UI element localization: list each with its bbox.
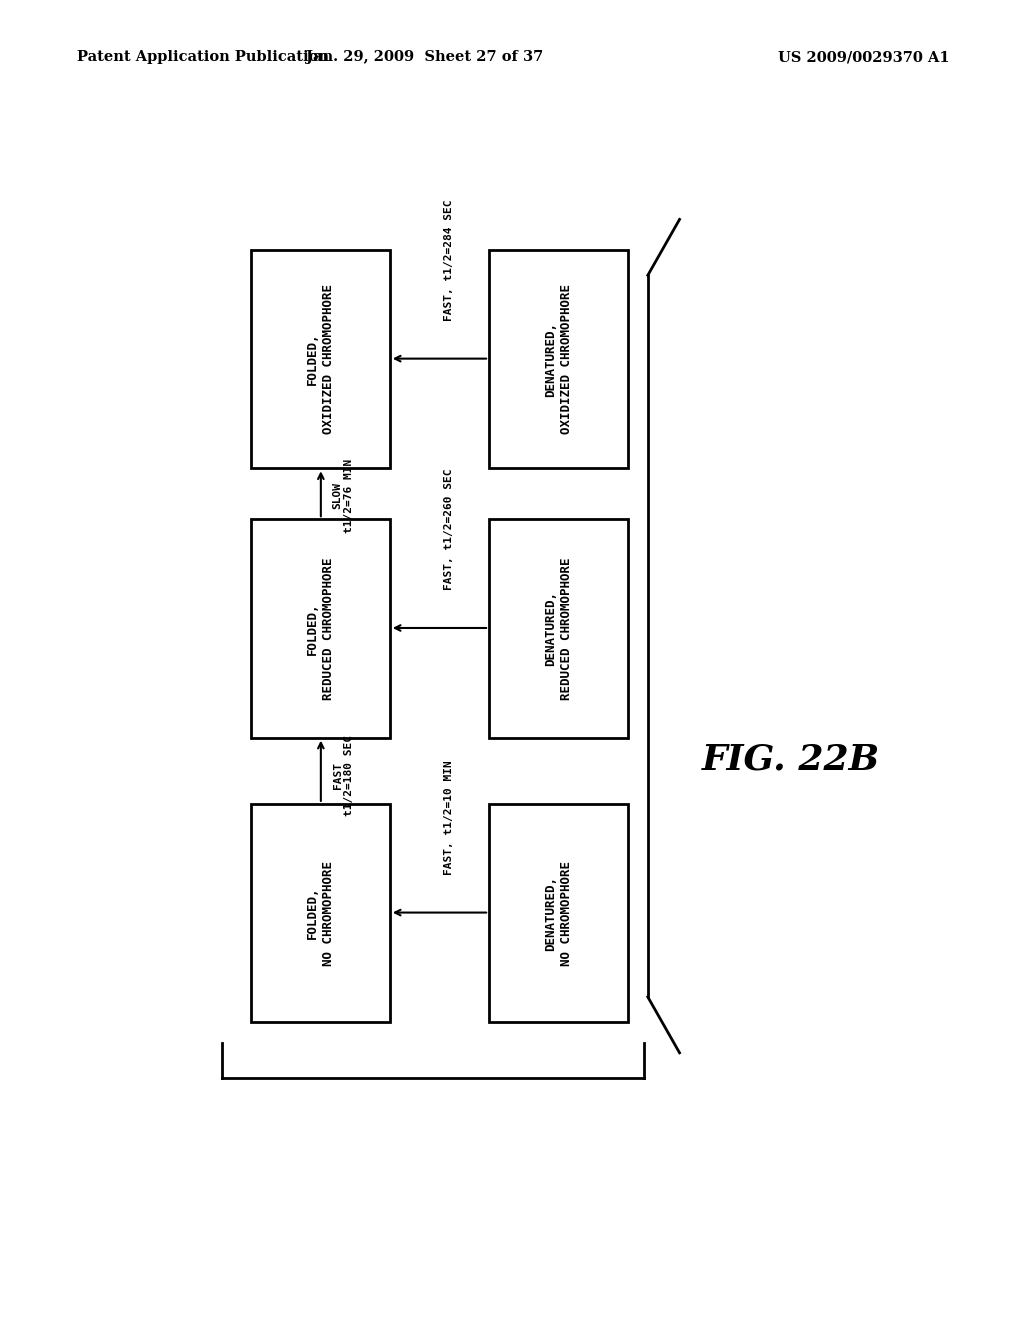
Text: FOLDED,
NO CHROMOPHORE: FOLDED, NO CHROMOPHORE <box>306 861 335 965</box>
Text: FIG. 22B: FIG. 22B <box>701 742 880 776</box>
Bar <box>251 804 390 1022</box>
Text: FAST, t1/2=260 SEC: FAST, t1/2=260 SEC <box>444 469 455 590</box>
Text: FAST
t1/2=180 SEC: FAST t1/2=180 SEC <box>333 735 354 816</box>
Text: Patent Application Publication: Patent Application Publication <box>77 50 329 65</box>
Bar <box>251 519 390 738</box>
Text: FAST, t1/2=284 SEC: FAST, t1/2=284 SEC <box>444 199 455 321</box>
Text: FAST, t1/2=10 MIN: FAST, t1/2=10 MIN <box>444 760 455 875</box>
Text: DENATURED,
OXIDIZED CHROMOPHORE: DENATURED, OXIDIZED CHROMOPHORE <box>544 284 573 434</box>
Text: Jan. 29, 2009  Sheet 27 of 37: Jan. 29, 2009 Sheet 27 of 37 <box>306 50 544 65</box>
Text: FOLDED,
REDUCED CHROMOPHORE: FOLDED, REDUCED CHROMOPHORE <box>306 557 335 700</box>
Bar <box>489 519 628 738</box>
Text: DENATURED,
NO CHROMOPHORE: DENATURED, NO CHROMOPHORE <box>544 861 573 965</box>
Text: FOLDED,
OXIDIZED CHROMOPHORE: FOLDED, OXIDIZED CHROMOPHORE <box>306 284 335 434</box>
Bar <box>251 249 390 469</box>
Text: DENATURED,
REDUCED CHROMOPHORE: DENATURED, REDUCED CHROMOPHORE <box>544 557 573 700</box>
Bar <box>489 249 628 469</box>
Bar <box>489 804 628 1022</box>
Text: US 2009/0029370 A1: US 2009/0029370 A1 <box>778 50 950 65</box>
Text: SLOW
t1/2=76 MIN: SLOW t1/2=76 MIN <box>333 459 354 533</box>
